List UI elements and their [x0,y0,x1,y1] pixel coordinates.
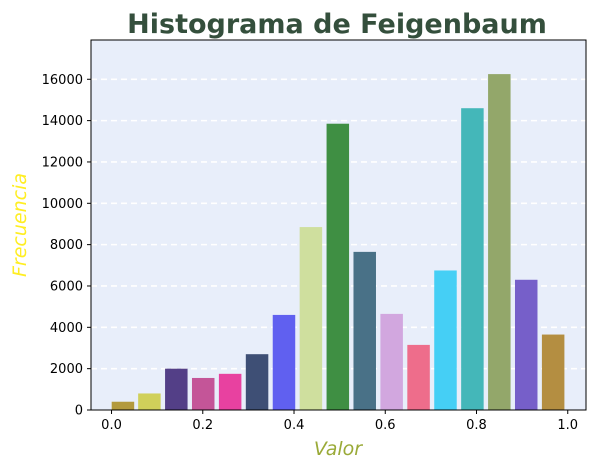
y-tick-label: 0 [75,404,83,419]
histogram-bar [327,124,350,410]
histogram-bar [138,393,161,410]
x-axis-label: Valor [314,438,363,460]
histogram-bar [246,354,269,410]
y-tick-label: 10000 [42,197,83,212]
histogram-bar [112,402,135,410]
y-tick-label: 4000 [50,321,83,336]
histogram-bar [407,345,430,410]
x-tick-label: 0.4 [284,418,305,433]
histogram-bar [515,280,538,410]
x-tick-label: 0.6 [375,418,396,433]
histogram-bar [219,374,242,410]
histogram-bar [273,315,296,410]
y-tick-label: 8000 [50,238,83,253]
chart-title: Histograma de Feigenbaum [127,9,547,40]
histogram-bar [300,227,323,410]
y-tick-label: 6000 [50,279,83,294]
x-tick-label: 0.2 [192,418,213,433]
y-axis-label: Frecuencia [9,173,31,277]
histogram-bar [488,74,511,410]
y-tick-label: 2000 [50,362,83,377]
x-tick-label: 0.0 [101,418,122,433]
x-tick-label: 0.8 [466,418,487,433]
histogram-bar [461,108,484,410]
y-tick-label: 16000 [42,73,83,88]
histogram-bar [165,369,188,410]
histogram-bar [434,270,457,410]
histogram-bar [192,378,215,410]
y-tick-label: 12000 [42,155,83,170]
x-tick-label: 1.0 [557,418,578,433]
histogram-bar [542,335,565,410]
histogram-bar [380,314,403,410]
y-tick-label: 14000 [42,114,83,129]
histogram-bar [353,252,376,410]
